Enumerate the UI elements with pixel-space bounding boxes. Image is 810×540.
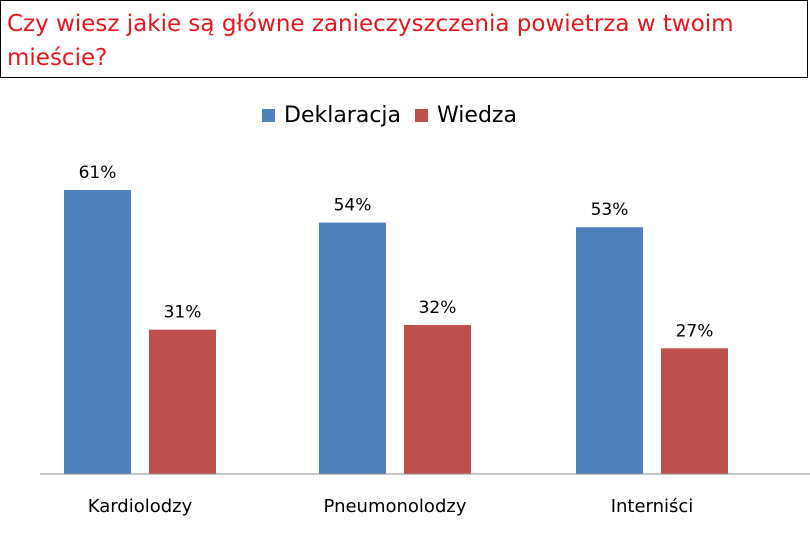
legend-label-deklaracja: Deklaracja	[284, 103, 402, 128]
category-label-interniści: Interniści	[611, 496, 694, 517]
data-label-deklaracja-pneumonolodzy: 54%	[334, 196, 372, 216]
legend-swatch-deklaracja	[262, 109, 275, 122]
data-label-wiedza-interniści: 27%	[676, 321, 714, 341]
legend-swatch-wiedza	[415, 109, 429, 122]
legend-label-wiedza: Wiedza	[437, 103, 517, 128]
category-label-pneumonolodzy: Pneumonolodzy	[324, 496, 467, 517]
chart-title: Czy wiesz jakie są główne zanieczyszczen…	[7, 11, 734, 71]
category-label-kardiolodzy: Kardiolodzy	[88, 496, 193, 517]
bar-deklaracja-pneumonolodzy	[319, 222, 386, 474]
chart-title-box: Czy wiesz jakie są główne zanieczyszczen…	[0, 0, 808, 78]
bar-wiedza-kardiolodzy	[149, 329, 216, 474]
data-label-deklaracja-interniści: 53%	[591, 200, 629, 220]
legend: Deklaracja Wiedza	[262, 103, 531, 128]
bar-wiedza-interniści	[661, 348, 728, 474]
legend-item-wiedza: Wiedza	[415, 103, 517, 128]
bar-deklaracja-kardiolodzy	[64, 190, 131, 474]
data-label-wiedza-pneumonolodzy: 32%	[419, 298, 457, 318]
bar-deklaracja-interniści	[576, 227, 643, 474]
bar-wiedza-pneumonolodzy	[404, 325, 471, 474]
data-label-wiedza-kardiolodzy: 31%	[164, 303, 202, 323]
legend-item-deklaracja: Deklaracja	[262, 103, 401, 128]
data-label-deklaracja-kardiolodzy: 61%	[79, 163, 117, 183]
